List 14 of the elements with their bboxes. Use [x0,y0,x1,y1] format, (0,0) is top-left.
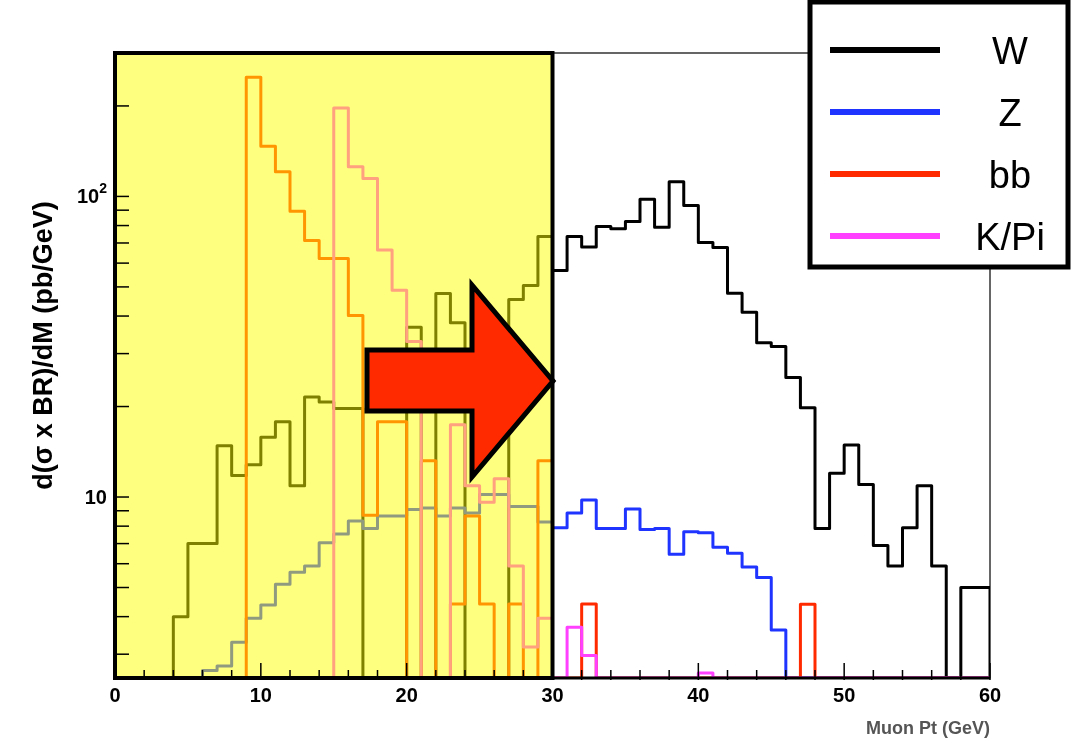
y-axis-title: d(σ x BR)/dM (pb/GeV) [28,201,58,490]
legend-label: bb [988,154,1032,196]
x-axis-title: Muon Pt (GeV) [866,718,990,738]
y-tick-label: 10$^{2}$ [76,180,108,208]
legend-label: W [992,30,1029,72]
x-tick-label: 10 [249,684,272,706]
legend-label: K/Pi [975,216,1045,258]
legend-label: Z [998,92,1022,134]
x-tick-label: 0 [109,684,121,706]
x-tick-label: 20 [395,684,418,706]
x-tick-label: 50 [833,684,856,706]
x-tick-label: 40 [687,684,710,706]
x-tick-label: 60 [978,684,1002,706]
x-tick-label: 30 [541,684,564,706]
